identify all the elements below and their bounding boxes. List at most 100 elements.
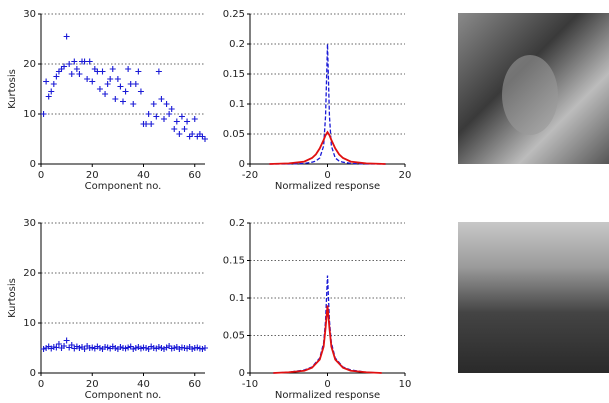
data-point [148, 121, 155, 127]
data-point [40, 346, 47, 352]
data-point [153, 113, 160, 120]
data-point [125, 66, 132, 72]
data-point [66, 61, 73, 67]
data-point [135, 68, 142, 75]
x-tick-label: 0 [38, 379, 44, 390]
data-point [150, 101, 157, 107]
data-point [168, 106, 175, 112]
photo-foliage [458, 222, 609, 373]
data-point [171, 345, 178, 351]
data-point [171, 126, 178, 132]
y-tick-label: 0.15 [223, 256, 245, 267]
data-point [117, 83, 124, 90]
x-tick-label: 10 [399, 379, 412, 390]
data-point [122, 88, 129, 95]
data-point [107, 76, 114, 82]
x-axis-label: Normalized response [275, 390, 380, 401]
data-point [86, 58, 93, 65]
data-point [53, 344, 60, 351]
data-point [81, 58, 88, 65]
y-tick-label: 0.1 [229, 99, 245, 110]
y-tick-label: 10 [23, 318, 36, 329]
data-line [269, 130, 386, 165]
x-axis-label: Normalized response [275, 181, 380, 192]
x-axis-label: Component no. [85, 181, 162, 192]
y-axis-label: Kurtosis [7, 69, 18, 109]
x-tick-label: 0 [324, 379, 330, 390]
data-point [191, 116, 198, 122]
data-point [96, 345, 103, 351]
data-point [48, 88, 55, 95]
x-tick-label: 20 [86, 170, 99, 181]
data-point [137, 88, 144, 95]
y-tick-label: 0.2 [229, 218, 245, 229]
data-point [189, 131, 196, 137]
y-tick-label: 20 [23, 268, 36, 279]
data-point [61, 63, 68, 70]
data-point [96, 86, 103, 92]
y-tick-label: 30 [23, 218, 36, 229]
data-point [161, 116, 167, 122]
data-point [202, 345, 208, 351]
y-tick-label: 0 [239, 368, 245, 379]
data-point [104, 344, 111, 351]
photo-face [502, 55, 558, 135]
data-point [53, 73, 60, 80]
data-point [132, 81, 139, 87]
data-point [117, 344, 124, 350]
data-line [273, 275, 382, 374]
data-point [120, 98, 126, 105]
data-point [178, 113, 185, 120]
data-point [89, 344, 96, 351]
data-point [112, 345, 119, 351]
data-point [63, 33, 70, 40]
data-point [145, 111, 152, 117]
data-point [55, 341, 62, 347]
data-point [102, 91, 109, 97]
data-point [166, 111, 173, 117]
x-tick-label: 60 [188, 379, 201, 390]
data-point [104, 81, 111, 87]
data-point [76, 345, 83, 351]
x-tick-label: 40 [137, 379, 150, 390]
data-point [158, 96, 165, 102]
data-point [155, 344, 162, 350]
x-tick-label: -20 [242, 170, 258, 181]
data-point [127, 81, 134, 87]
data-point [68, 342, 75, 348]
x-tick-label: -10 [242, 379, 258, 390]
y-tick-label: 0 [30, 368, 36, 379]
data-point [130, 101, 137, 107]
data-point [173, 118, 180, 125]
data-point [176, 131, 183, 137]
data-point [202, 136, 208, 142]
data-point [68, 71, 75, 77]
data-point [194, 344, 201, 351]
data-point [71, 58, 78, 65]
data-point [63, 337, 70, 344]
y-tick-label: 30 [23, 9, 36, 20]
data-point [163, 101, 170, 107]
data-point [143, 345, 150, 351]
y-tick-label: 0.2 [229, 39, 245, 50]
data-point [137, 345, 144, 352]
y-tick-label: 0.25 [223, 9, 245, 20]
x-tick-label: 20 [399, 170, 412, 181]
data-point [130, 346, 137, 352]
x-tick-label: 20 [86, 379, 99, 390]
data-point [99, 68, 106, 75]
data-point [81, 346, 88, 352]
data-point [94, 68, 101, 75]
data-point [73, 66, 80, 72]
data-point [89, 78, 96, 85]
y-tick-label: 0.15 [223, 69, 245, 80]
data-point [143, 121, 150, 127]
data-point [125, 344, 132, 351]
data-point [189, 346, 196, 352]
data-point [40, 111, 47, 117]
y-tick-label: 0 [30, 159, 36, 170]
data-point [45, 93, 52, 100]
data-point [84, 76, 91, 82]
data-point [158, 345, 165, 351]
